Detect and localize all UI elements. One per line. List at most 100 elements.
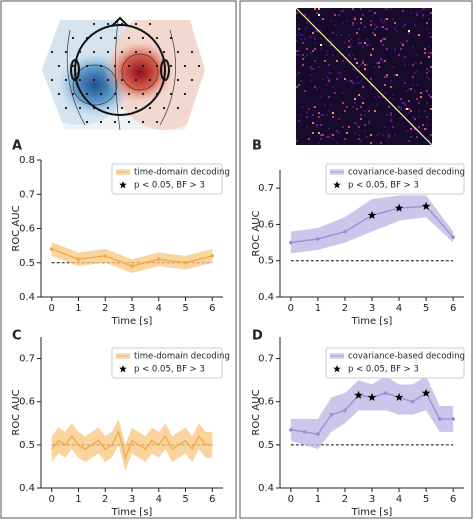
matrix-cell — [304, 90, 306, 92]
x-tick-label: 6 — [209, 303, 215, 314]
x-tick-label: 4 — [156, 494, 162, 505]
matrix-cell — [302, 64, 304, 66]
matrix-cell — [300, 114, 302, 116]
matrix-cell — [410, 12, 412, 14]
matrix-cell — [388, 134, 390, 136]
matrix-cell — [396, 74, 398, 76]
matrix-cell — [412, 116, 414, 118]
y-tick-label: 0.4 — [258, 292, 274, 303]
matrix-cell — [326, 136, 328, 138]
confidence-band — [51, 418, 213, 471]
matrix-cell — [384, 20, 386, 22]
matrix-cell — [330, 40, 332, 42]
matrix-cell — [408, 112, 410, 114]
matrix-cell — [352, 82, 354, 84]
matrix-cell — [310, 36, 312, 38]
matrix-cell — [370, 52, 372, 54]
x-tick-label: 4 — [396, 494, 402, 505]
matrix-cell — [406, 40, 408, 42]
y-tick-label: 0.6 — [258, 219, 274, 230]
matrix-cell — [298, 120, 300, 122]
x-tick-label: 3 — [369, 494, 375, 505]
matrix-cell — [426, 76, 428, 78]
matrix-cell — [302, 54, 304, 56]
matrix-cell — [312, 114, 314, 116]
sensor — [64, 106, 68, 110]
matrix-cell — [316, 124, 318, 126]
matrix-cell — [406, 130, 408, 132]
matrix-cell — [330, 44, 332, 46]
matrix-cell — [382, 134, 384, 136]
matrix-cell — [410, 88, 412, 90]
matrix-cell — [316, 30, 318, 32]
matrix-cell — [346, 106, 348, 108]
matrix-cell — [306, 112, 308, 114]
matrix-cell — [388, 136, 390, 138]
matrix-cell — [382, 60, 384, 62]
matrix-cell — [412, 76, 414, 78]
matrix-cell — [310, 66, 312, 68]
matrix-cell — [422, 124, 424, 126]
matrix-cell — [326, 40, 328, 42]
matrix-cell — [384, 76, 386, 78]
matrix-cell — [342, 60, 344, 62]
matrix-cell — [362, 98, 364, 100]
sensor — [155, 36, 159, 40]
matrix-cell — [332, 32, 334, 34]
sensor — [127, 36, 131, 40]
legend-star — [119, 365, 127, 373]
matrix-cell — [406, 90, 408, 92]
matrix-cell — [346, 20, 348, 22]
matrix-cell — [390, 120, 392, 122]
matrix-cell — [316, 12, 318, 14]
matrix-cell — [430, 108, 432, 110]
sensor — [106, 22, 110, 26]
matrix-cell — [358, 38, 360, 40]
matrix-cell — [400, 42, 402, 44]
matrix-cell — [386, 8, 388, 10]
matrix-cell — [318, 66, 320, 68]
matrix-cell — [380, 20, 382, 22]
matrix-cell — [428, 46, 430, 48]
matrix-cell — [376, 104, 378, 106]
matrix-cell — [310, 80, 312, 82]
sensor — [120, 50, 124, 54]
matrix-cell — [356, 124, 358, 126]
sensor — [64, 50, 68, 54]
matrix-cell — [318, 142, 320, 144]
legend-label: time-domain decoding — [134, 352, 230, 362]
matrix-cell — [386, 74, 388, 76]
matrix-cell — [370, 142, 372, 144]
matrix-cell — [312, 32, 314, 34]
matrix-cell — [308, 36, 310, 38]
x-tick-label: 1 — [315, 303, 321, 314]
matrix-cell — [368, 10, 370, 12]
matrix-cell — [322, 18, 324, 20]
confidence-band — [290, 195, 454, 254]
matrix-cell — [368, 44, 370, 46]
matrix-cell — [384, 18, 386, 20]
matrix-cell — [390, 118, 392, 120]
sensor — [64, 78, 68, 82]
matrix-cell — [398, 54, 400, 56]
matrix-cell — [428, 78, 430, 80]
y-tick-label: 0.4 — [19, 292, 35, 303]
matrix-cell — [350, 80, 352, 82]
matrix-cell — [348, 46, 350, 48]
significance-star — [354, 390, 363, 399]
legend-swatch — [116, 169, 130, 175]
matrix-cell — [408, 30, 410, 32]
matrix-cell — [304, 56, 306, 58]
point — [343, 408, 347, 413]
x-tick-label: 0 — [49, 303, 55, 314]
matrix-cell — [360, 118, 362, 120]
matrix-cell — [316, 88, 318, 90]
y-tick-label: 0.4 — [19, 483, 35, 494]
matrix-cell — [372, 48, 374, 50]
sensor — [99, 92, 103, 96]
matrix-cell — [300, 34, 302, 36]
matrix-cell — [364, 68, 366, 70]
sensor — [50, 78, 54, 82]
sensor — [92, 106, 96, 110]
matrix-cell — [424, 128, 426, 130]
